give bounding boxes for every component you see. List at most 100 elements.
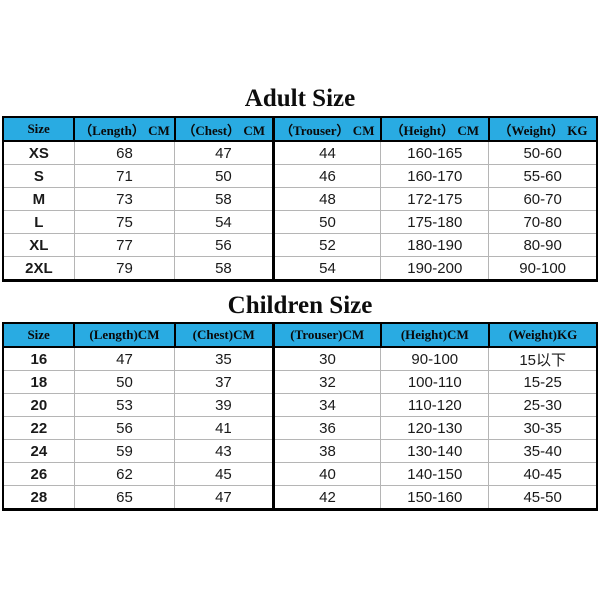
table-row: 18 50 37 32 100-110 15-25 [1,370,599,394]
value-cell: 65 [73,485,176,511]
value-cell: 43 [174,439,274,463]
value-cell: 40-45 [488,462,599,486]
size-cell: 20 [1,393,75,417]
table-row: L 75 54 50 175-180 70-80 [1,210,599,234]
value-cell: 39 [174,393,274,417]
value-cell: 75 [73,210,176,234]
value-cell: 140-150 [380,462,490,486]
value-cell: 180-190 [380,233,490,257]
value-cell: 44 [271,140,382,165]
size-cell: XS [1,140,75,165]
table-row: S 71 50 46 160-170 55-60 [1,164,599,188]
size-cell: 24 [1,439,75,463]
value-cell: 15以下 [488,346,599,371]
value-cell: 71 [73,164,176,188]
value-cell: 175-180 [380,210,490,234]
column-header: Size [1,322,76,348]
table-row: 26 62 45 40 140-150 40-45 [1,462,599,486]
value-cell: 80-90 [488,233,599,257]
value-cell: 160-170 [380,164,490,188]
size-cell: M [1,187,75,211]
value-cell: 60-70 [488,187,599,211]
value-cell: 56 [73,416,176,440]
column-header: （Length） CM [73,116,176,142]
adult-table-body: XS 68 47 44 160-165 50-60 S 71 50 46 160-170 55-60 M… [1,140,599,282]
adult-size-title: Adult Size [244,85,356,112]
value-cell: 47 [174,140,274,165]
value-cell: 53 [73,393,176,417]
value-cell: 47 [174,485,274,511]
size-cell: 22 [1,416,75,440]
value-cell: 52 [271,233,382,257]
value-cell: 54 [174,210,274,234]
table-row: 2XL 79 58 54 190-200 90-100 [1,256,599,282]
value-cell: 47 [73,346,176,371]
size-cell: 2XL [1,256,75,282]
value-cell: 90-100 [488,256,599,282]
value-cell: 62 [73,462,176,486]
value-cell: 68 [73,140,176,165]
value-cell: 15-25 [488,370,599,394]
value-cell: 58 [174,256,274,282]
value-cell: 130-140 [380,439,490,463]
table-row: 28 65 47 42 150-160 45-50 [1,485,599,511]
value-cell: 110-120 [380,393,490,417]
value-cell: 120-130 [380,416,490,440]
column-header: （Trouser） CM [271,116,382,142]
table-row: XL 77 56 52 180-190 80-90 [1,233,599,257]
column-header: (Weight)KG [487,322,599,348]
value-cell: 172-175 [380,187,490,211]
children-size-table: Size (Length)CM (Chest)CM (Trouser)CM (Heigh… [1,322,599,511]
value-cell: 30 [271,346,382,371]
value-cell: 41 [174,416,274,440]
children-size-title: Children Size [227,292,373,319]
value-cell: 30-35 [488,416,599,440]
column-header: (Trouser)CM [271,322,382,348]
value-cell: 46 [271,164,382,188]
table-row: M 73 58 48 172-175 60-70 [1,187,599,211]
table-row: XS 68 47 44 160-165 50-60 [1,140,599,165]
adult-header-row: Size （Length） CM （Chest） CM （Trouser） CM （He… [1,116,599,142]
value-cell: 160-165 [380,140,490,165]
children-table-body: 16 47 35 30 90-100 15以下 18 50 37 32 100-110 15-25 20… [1,346,599,511]
value-cell: 50 [73,370,176,394]
size-cell: S [1,164,75,188]
column-header: Size [1,116,76,142]
value-cell: 190-200 [380,256,490,282]
value-cell: 70-80 [488,210,599,234]
value-cell: 50-60 [488,140,599,165]
value-cell: 73 [73,187,176,211]
value-cell: 59 [73,439,176,463]
value-cell: 36 [271,416,382,440]
table-row: 22 56 41 36 120-130 30-35 [1,416,599,440]
value-cell: 50 [271,210,382,234]
adult-size-table: Size （Length） CM （Chest） CM （Trouser） CM （He… [1,116,599,282]
column-header: （Height） CM [379,116,490,142]
value-cell: 79 [73,256,176,282]
table-row: 16 47 35 30 90-100 15以下 [1,346,599,371]
value-cell: 35 [174,346,274,371]
size-cell: 18 [1,370,75,394]
value-cell: 34 [271,393,382,417]
size-cell: 26 [1,462,75,486]
value-cell: 45 [174,462,274,486]
column-header: (Height)CM [379,322,490,348]
children-header-row: Size (Length)CM (Chest)CM (Trouser)CM (Heigh… [1,322,599,348]
value-cell: 56 [174,233,274,257]
size-cell: 28 [1,485,75,511]
value-cell: 90-100 [380,346,490,371]
value-cell: 38 [271,439,382,463]
size-cell: L [1,210,75,234]
value-cell: 25-30 [488,393,599,417]
size-cell: XL [1,233,75,257]
value-cell: 54 [271,256,382,282]
value-cell: 50 [174,164,274,188]
value-cell: 37 [174,370,274,394]
value-cell: 100-110 [380,370,490,394]
value-cell: 150-160 [380,485,490,511]
value-cell: 77 [73,233,176,257]
value-cell: 40 [271,462,382,486]
column-header: (Length)CM [73,322,176,348]
value-cell: 35-40 [488,439,599,463]
